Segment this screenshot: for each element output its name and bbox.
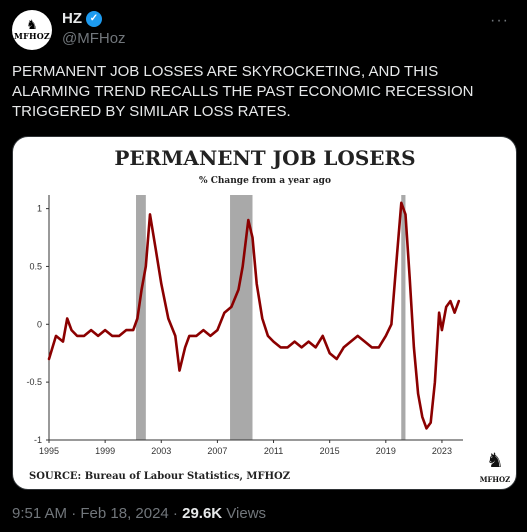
y-tick-label: 0 (37, 319, 42, 329)
more-dots-icon[interactable]: ··· (490, 12, 509, 29)
recession-band (230, 195, 253, 440)
y-tick-label: 0.5 (29, 261, 42, 271)
y-tick-label: 1 (37, 204, 42, 214)
verified-badge-icon: ✓ (86, 10, 102, 27)
knight-logo-icon: ♞ (26, 17, 38, 32)
x-tick-label: 1999 (95, 446, 115, 456)
handle[interactable]: @MFHoz (62, 30, 126, 47)
chart-subtitle: % Change from a year ago (199, 176, 331, 186)
y-tick-label: -0.5 (26, 377, 42, 387)
display-name-text[interactable]: HZ (62, 10, 82, 27)
display-name[interactable]: HZ ✓ (62, 10, 102, 27)
line-chart: PERMANENT JOB LOSERS % Change from a yea… (26, 146, 511, 484)
x-tick-label: 2019 (376, 446, 396, 456)
avatar-text: MFHOZ (14, 31, 50, 41)
x-tick-label: 2023 (432, 446, 452, 456)
chart-source: SOURCE: Bureau of Labour Statistics, MFH… (29, 471, 290, 482)
x-tick-label: 1995 (39, 446, 59, 456)
y-tick-label: -1 (34, 435, 42, 445)
x-tick-label: 2007 (207, 446, 227, 456)
recession-band (136, 195, 146, 440)
chart-logo-text: MFHOZ (480, 475, 511, 484)
recession-band (401, 195, 406, 440)
x-tick-label: 2011 (264, 446, 283, 456)
timestamp[interactable]: 9:51 AM · Feb 18, 2024 · (12, 505, 183, 522)
avatar[interactable]: ♞ MFHOZ (12, 10, 52, 50)
tweet-image[interactable]: PERMANENT JOB LOSERS % Change from a yea… (12, 136, 517, 490)
chart-logo: ♞ MFHOZ (480, 450, 511, 484)
views-label: Views (222, 505, 267, 522)
x-tick-label: 2003 (151, 446, 171, 456)
chart-title: PERMANENT JOB LOSERS (114, 146, 415, 170)
chart-logo-icon: ♞ (486, 450, 504, 472)
tweet-meta: 9:51 AM · Feb 18, 2024 · 29.6K Views (12, 505, 266, 522)
series-line (47, 201, 461, 430)
views-count: 29.6K (182, 505, 223, 522)
tweet-text: PERMANENT JOB LOSSES ARE SKYROCKETING, A… (12, 63, 474, 120)
x-tick-label: 2015 (320, 446, 340, 456)
